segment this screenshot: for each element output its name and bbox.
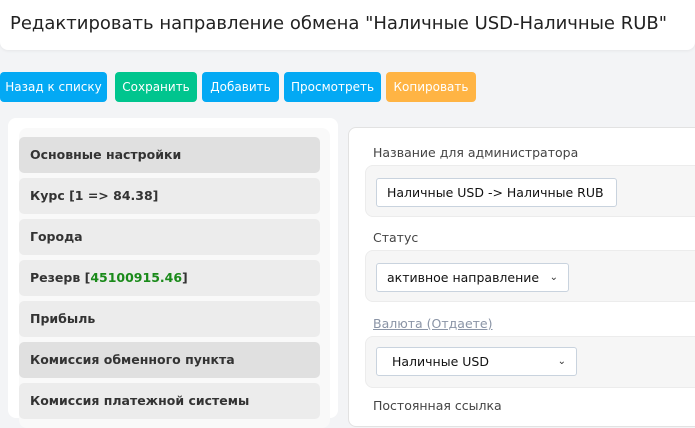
sidebar-item-main-settings[interactable]: Основные настройки bbox=[19, 137, 320, 173]
page-title: Редактировать направление обмена "Наличн… bbox=[10, 13, 668, 34]
sidebar-item-profit[interactable]: Прибыль bbox=[19, 301, 320, 337]
admin-name-input[interactable]: Наличные USD -> Наличные RUB bbox=[376, 178, 617, 207]
back-to-list-button[interactable]: Назад к списку bbox=[0, 72, 107, 102]
status-label: Статус bbox=[373, 230, 419, 245]
status-select[interactable]: активное направление ⌄ bbox=[376, 263, 569, 292]
currency-give-value: Наличные USD bbox=[392, 354, 489, 369]
sidebar: Основные настройки Курс [1 => 84.38] Гор… bbox=[8, 118, 338, 428]
view-button[interactable]: Просмотреть bbox=[284, 72, 381, 102]
permalink-label: Постоянная ссылка bbox=[373, 398, 502, 413]
settings-form: Название для администратора Наличные USD… bbox=[348, 127, 695, 427]
reserve-value: 45100915.46 bbox=[90, 270, 183, 285]
page-header: Редактировать направление обмена "Наличн… bbox=[0, 0, 695, 50]
admin-name-label: Название для администратора bbox=[373, 145, 579, 160]
status-value: активное направление bbox=[387, 270, 540, 285]
sidebar-item-rate[interactable]: Курс [1 => 84.38] bbox=[19, 178, 320, 214]
sidebar-item-exchange-commission[interactable]: Комиссия обменного пункта bbox=[19, 342, 320, 378]
chevron-down-icon: ⌄ bbox=[557, 356, 566, 367]
sidebar-item-payment-commission[interactable]: Комиссия платежной системы bbox=[19, 383, 320, 419]
sidebar-item-reserve[interactable]: Резерв [45100915.46] bbox=[19, 260, 320, 296]
reserve-suffix: ] bbox=[182, 270, 188, 285]
currency-give-select[interactable]: Наличные USD ⌄ bbox=[376, 347, 577, 376]
currency-give-label[interactable]: Валюта (Отдаете) bbox=[373, 316, 493, 331]
save-button[interactable]: Сохранить bbox=[115, 72, 197, 102]
copy-button[interactable]: Копировать bbox=[386, 72, 476, 102]
chevron-down-icon: ⌄ bbox=[549, 272, 558, 283]
sidebar-item-cities[interactable]: Города bbox=[19, 219, 320, 255]
reserve-label: Резерв [ bbox=[30, 270, 91, 285]
add-button[interactable]: Добавить bbox=[202, 72, 279, 102]
